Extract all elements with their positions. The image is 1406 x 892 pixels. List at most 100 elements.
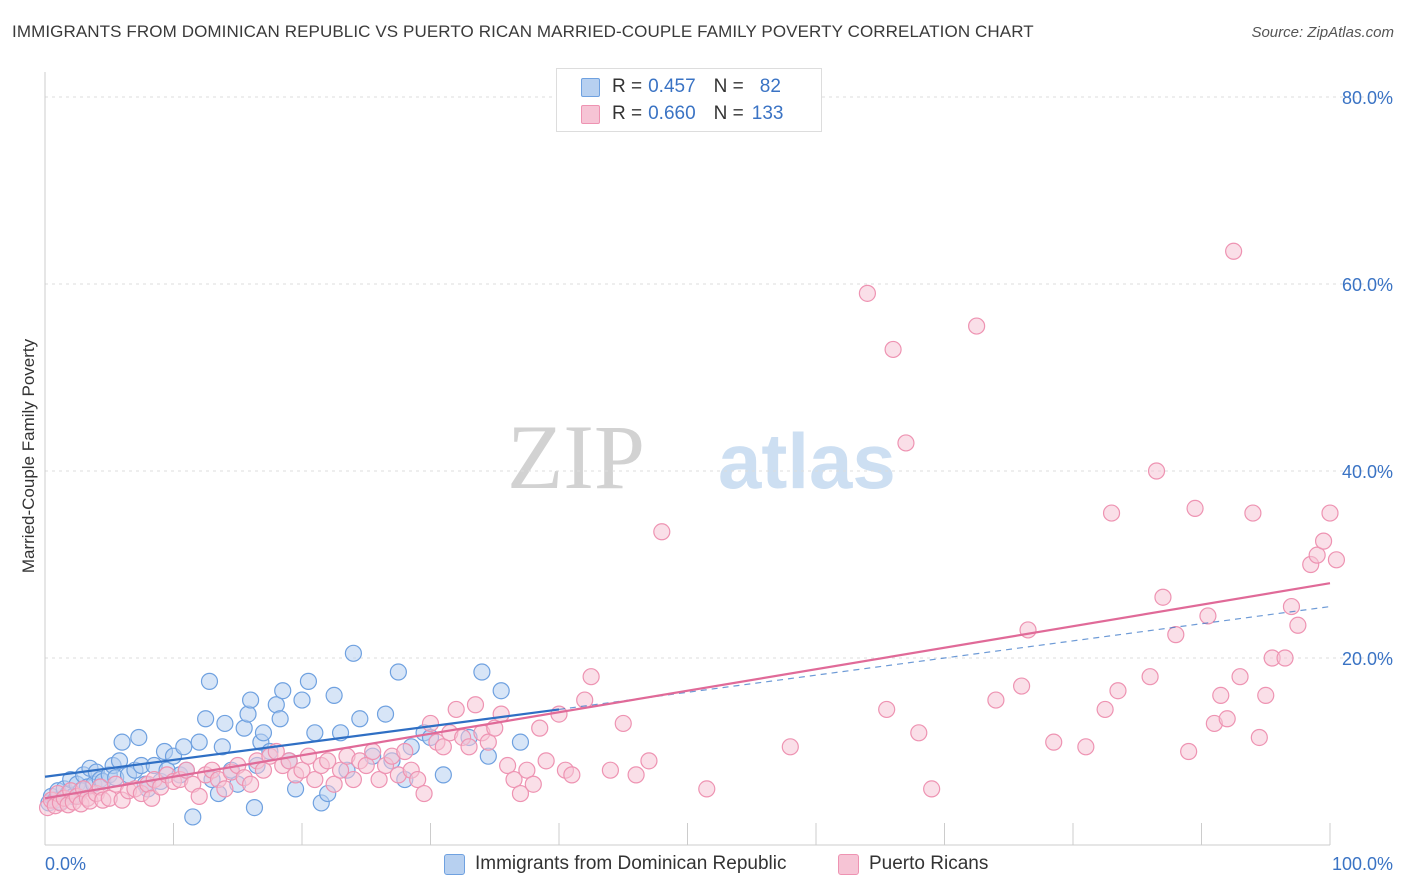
puerto-rican-point	[910, 724, 928, 742]
y-tick-label: 60.0%	[1342, 275, 1393, 295]
puerto-rican-point	[306, 770, 324, 789]
puerto-rican-point	[1308, 546, 1326, 564]
dominican-point	[274, 682, 292, 700]
dominican-point	[216, 714, 234, 733]
puerto-rican-point	[190, 787, 208, 805]
dominican-point	[293, 691, 311, 709]
puerto-rican-point	[325, 775, 343, 793]
puerto-rican-point	[370, 770, 388, 789]
puerto-rican-point	[518, 761, 536, 779]
puerto-rican-point	[492, 705, 510, 723]
puerto-rican-point	[1102, 504, 1121, 522]
puerto-rican-point	[344, 770, 362, 789]
dominican-point	[389, 663, 407, 681]
dominican-point	[184, 808, 202, 826]
puerto-rican-point	[216, 780, 234, 798]
legend-swatch-pink	[581, 104, 600, 124]
watermark-atlas: atlas	[718, 417, 896, 505]
puerto-rican-point	[653, 523, 671, 541]
legend-n-label: N =	[713, 76, 744, 97]
puerto-rican-point	[1109, 682, 1127, 700]
puerto-rican-point	[897, 434, 915, 452]
puerto-rican-point	[698, 780, 716, 798]
x-tick-label: 100.0%	[1332, 854, 1393, 874]
puerto-rican-point	[396, 742, 414, 761]
puerto-rican-point	[1077, 738, 1095, 756]
dominican-point	[200, 672, 219, 690]
series-legend-dominican[interactable]: Immigrants from Dominican Republic	[444, 851, 787, 877]
dominican-point	[254, 724, 273, 742]
puerto-rican-point	[582, 668, 600, 686]
dominican-point	[271, 710, 289, 728]
tick-labels: 20.0% 40.0% 60.0% 80.0% 0.0% 100.0%	[45, 88, 1393, 874]
watermark-zip: ZIP	[507, 406, 645, 508]
dominican-point	[473, 663, 491, 681]
dominican-point	[299, 672, 318, 690]
puerto-rican-point	[987, 691, 1005, 709]
dominican-point	[325, 686, 343, 705]
puerto-rican-point	[531, 719, 549, 737]
puerto-rican-point	[1167, 626, 1185, 644]
chart-title: IMMIGRANTS FROM DOMINICAN REPUBLIC VS PU…	[12, 22, 1034, 41]
puerto-rican-point	[627, 766, 645, 784]
dominican-point	[351, 710, 369, 728]
y-axis-label: Married-Couple Family Poverty	[19, 338, 38, 573]
puerto-rican-point	[1212, 686, 1230, 705]
dominican-point	[492, 682, 510, 700]
dominican-point	[239, 705, 257, 723]
puerto-rican-point	[1096, 700, 1114, 719]
dominican-point	[242, 691, 260, 709]
puerto-rican-point	[1250, 728, 1268, 747]
legend-row-puerto-rican: R = 0.660 N = 133	[581, 102, 783, 126]
puerto-rican-point	[858, 284, 877, 302]
grid-lines	[45, 96, 1392, 659]
dominican-point	[197, 710, 215, 728]
legend-swatch-blue	[581, 77, 600, 97]
dominican-point	[344, 644, 362, 662]
legend-n-value: 133	[751, 103, 784, 124]
series-swatch-blue	[444, 853, 465, 875]
dominican-point	[511, 733, 530, 751]
legend-r-label: R =	[612, 76, 643, 97]
puerto-rican-point	[434, 738, 452, 756]
legend-r-label: R =	[612, 103, 643, 124]
puerto-rican-point	[1199, 607, 1217, 625]
puerto-rican-point	[319, 752, 337, 770]
puerto-rican-point	[1289, 616, 1307, 634]
legend-n-value: 82	[759, 76, 781, 97]
puerto-rican-point	[1244, 504, 1262, 522]
puerto-rican-point	[1186, 499, 1204, 517]
puerto-rican-point	[479, 733, 497, 751]
y-tick-label: 40.0%	[1342, 462, 1393, 482]
puerto-rican-point	[923, 780, 941, 798]
legend-n-label: N =	[713, 103, 744, 124]
legend-r-value: 0.660	[648, 103, 696, 124]
dominican-trend-line	[44, 708, 560, 778]
correlation-legend: R = 0.457 N = 82 R = 0.660 N = 133	[556, 68, 822, 132]
puerto-rican-point	[968, 317, 986, 335]
dominican-point	[113, 733, 131, 751]
puerto-rican-point	[878, 700, 896, 719]
puerto-rican-point	[1314, 532, 1333, 550]
puerto-rican-point	[505, 770, 523, 789]
legend-r-value: 0.457	[648, 76, 696, 97]
series-legend-label: Immigrants from Dominican Republic	[475, 853, 787, 874]
series-legend-puerto-rican[interactable]: Puerto Ricans	[838, 851, 988, 877]
data-points	[38, 242, 1346, 826]
x-tick-label: 0.0%	[45, 854, 86, 874]
puerto-rican-point	[1327, 551, 1346, 569]
dominican-trend-extension	[558, 605, 1331, 711]
puerto-rican-point	[499, 756, 517, 775]
puerto-rican-point	[357, 756, 375, 775]
puerto-rican-point	[1180, 742, 1198, 761]
series-legend-label: Puerto Ricans	[869, 853, 989, 874]
puerto-rican-point	[1012, 677, 1031, 695]
puerto-rican-point	[293, 761, 311, 779]
puerto-rican-point	[447, 700, 465, 719]
puerto-rican-point	[563, 766, 581, 784]
puerto-rican-point	[1276, 649, 1294, 667]
puerto-rican-point	[884, 340, 902, 359]
puerto-rican-point	[242, 775, 260, 793]
y-tick-label: 80.0%	[1342, 88, 1393, 108]
puerto-rican-point	[460, 738, 478, 756]
